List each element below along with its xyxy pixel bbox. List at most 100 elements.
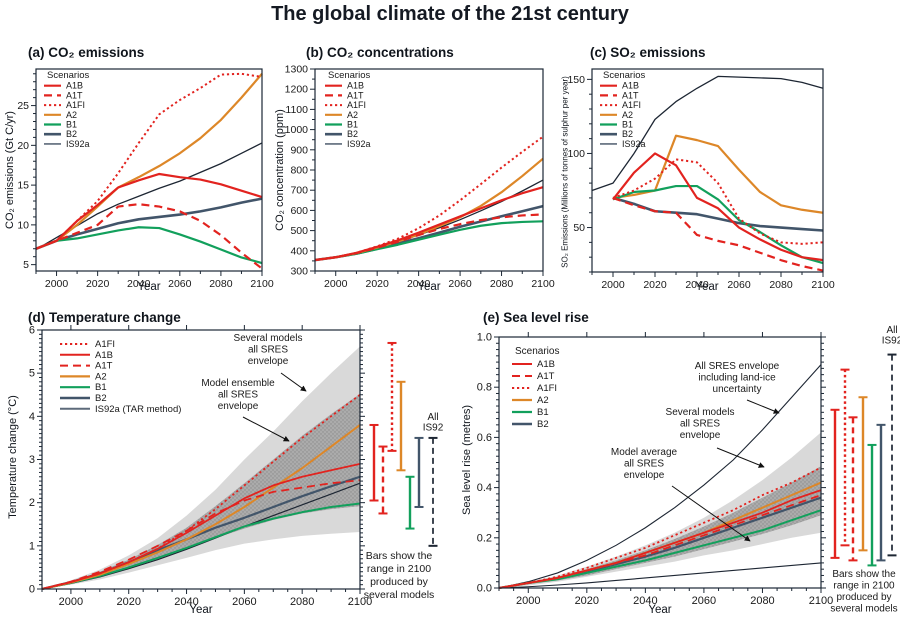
svg-text:0.2: 0.2: [477, 532, 492, 544]
svg-text:2080: 2080: [209, 278, 233, 290]
svg-text:1.0: 1.0: [477, 332, 492, 344]
annotation-text: envelope: [680, 430, 721, 441]
panel-d-chart-svg: 2000 2020 2040 2060 2080 2100 0 1 2 3 4 5 6 A1FIA1BA1…: [29, 325, 444, 609]
panel-c: (c) SO₂ emissions 2000 2020 2040 2060 2080 21…: [552, 40, 900, 302]
legend-label-A2: A2: [95, 371, 107, 382]
svg-text:2060: 2060: [727, 279, 751, 291]
svg-text:2000: 2000: [324, 278, 348, 290]
svg-text:15: 15: [17, 180, 29, 192]
panel-e: (e) Sea level rise 2000 2020 2040 2060 2080 2…: [452, 305, 900, 623]
legend-label-B2: B2: [66, 129, 77, 139]
series-A1FI: [498, 466, 822, 589]
annotation-text: All SRES envelope: [695, 361, 780, 372]
several-models-all-SRES-envelope: [42, 346, 360, 589]
svg-text:2020: 2020: [643, 279, 667, 291]
annotation-text: envelope: [218, 401, 259, 412]
svg-text:2100: 2100: [811, 279, 835, 291]
svg-text:100: 100: [567, 148, 585, 160]
legend-title: Scenarios: [328, 70, 370, 81]
bars-note: produced by: [370, 576, 429, 588]
svg-text:900: 900: [290, 144, 308, 156]
legend-label-A1FI: A1FI: [622, 100, 641, 110]
series-B2: [612, 196, 824, 232]
series-IS92a: [591, 75, 824, 192]
svg-text:1: 1: [29, 540, 35, 552]
svg-text:2100: 2100: [348, 596, 372, 608]
svg-text:2040: 2040: [127, 278, 151, 290]
plot-frame: [35, 68, 263, 272]
annotation-arrow: [671, 485, 751, 542]
panel-c-title: (c) SO₂ emissions: [590, 45, 706, 60]
panel-d-title: (d) Temperature change: [28, 310, 181, 325]
series-IS92a: [314, 179, 544, 261]
series-A1T: [314, 213, 544, 262]
series-A1FI: [612, 158, 824, 245]
legend-label-A1T: A1T: [95, 361, 113, 372]
legend-label-A2: A2: [537, 395, 549, 406]
svg-text:1100: 1100: [285, 104, 308, 116]
legend-label-A2: A2: [622, 110, 633, 120]
panel-a-x-axis-label: Year: [137, 281, 161, 293]
panel-c-y-axis-label: SO₂ Emissions (Millions of tonnes of sul…: [560, 76, 570, 268]
svg-text:2100: 2100: [531, 278, 555, 290]
bars-note: range in 2100: [833, 581, 895, 592]
panel-a-chart-svg: 2000 2020 2040 2060 2080 2100 5 10 15 20 25 Scenari…: [17, 68, 274, 290]
svg-text:2040: 2040: [407, 278, 431, 290]
legend-label-B2: B2: [622, 129, 633, 139]
panel-d-x-axis-label: Year: [189, 604, 213, 616]
series-A1B: [314, 186, 544, 262]
panel-c-x-axis-label: Year: [695, 281, 719, 293]
svg-text:2060: 2060: [448, 278, 472, 290]
legend-label-B2: B2: [95, 393, 107, 404]
panel-e-chart-svg: 2000 2020 2040 2060 2080 2100 0.0 0.2 0.4 0.6 0.8 1…: [477, 325, 900, 615]
panel-d-y-axis-label: Temperature change (°C): [7, 395, 19, 519]
svg-text:600: 600: [290, 205, 308, 217]
annotation-text: Model ensemble: [201, 378, 275, 389]
figure-title: The global climate of the 21st century: [271, 3, 629, 25]
svg-text:1300: 1300: [285, 64, 309, 76]
all-SRES-envelope-land-ice-upper: [498, 364, 822, 589]
series-B1: [612, 184, 824, 265]
legend-label-B1: B1: [66, 120, 77, 130]
series-A2: [314, 157, 544, 262]
panel-e-title: (e) Sea level rise: [483, 310, 589, 325]
legend-label-A1FI: A1FI: [66, 100, 85, 110]
bars-note: Bars show the: [832, 569, 896, 580]
annotation-text: envelope: [624, 470, 665, 481]
svg-text:2080: 2080: [290, 596, 314, 608]
series-A1B: [612, 152, 824, 262]
panel-b-x-axis-label: Year: [417, 281, 441, 293]
series-B1: [35, 226, 263, 265]
svg-text:3: 3: [29, 454, 35, 466]
svg-text:400: 400: [290, 245, 308, 257]
legend-label-A1B: A1B: [66, 81, 83, 91]
legend-label-A1FI: A1FI: [95, 339, 115, 350]
bars-note: Bars show the: [366, 550, 433, 562]
legend-label-A1T: A1T: [537, 371, 555, 382]
series-B1: [41, 502, 361, 590]
svg-text:6: 6: [29, 325, 35, 337]
panel-b-chart-svg: 2000 2020 2040 2060 2080 2100 300 400 500 600 700 8…: [285, 64, 555, 291]
svg-text:0.6: 0.6: [477, 432, 492, 444]
svg-text:800: 800: [290, 165, 308, 177]
legend-label-B1: B1: [95, 382, 107, 393]
annotation-text: uncertainty: [713, 384, 762, 395]
panel-d: (d) Temperature change 2000 2020 2040 2060 2…: [0, 305, 460, 623]
series-IS92a: [35, 142, 263, 251]
all-is92-label: All: [886, 325, 897, 336]
legend-label-A2: A2: [347, 110, 358, 120]
annotation-arrow: [746, 399, 780, 414]
model-ensemble-all-SRES-envelope: [42, 393, 360, 589]
annotation-text: envelope: [248, 356, 289, 367]
legend-label-B1: B1: [347, 120, 358, 130]
annotation-text: all SRES: [624, 459, 664, 470]
svg-text:25: 25: [17, 100, 29, 112]
svg-text:4: 4: [29, 411, 35, 423]
series-A1T: [498, 494, 822, 589]
annotation-text: including land-ice: [698, 373, 776, 384]
svg-text:300: 300: [290, 266, 308, 278]
svg-text:2000: 2000: [601, 279, 625, 291]
all-SRES-envelope-land-ice-lower: [498, 562, 822, 589]
panel-b: (b) CO₂ concentrations 2000 2020 2040 2060 2…: [268, 40, 558, 302]
svg-text:2000: 2000: [59, 596, 83, 608]
